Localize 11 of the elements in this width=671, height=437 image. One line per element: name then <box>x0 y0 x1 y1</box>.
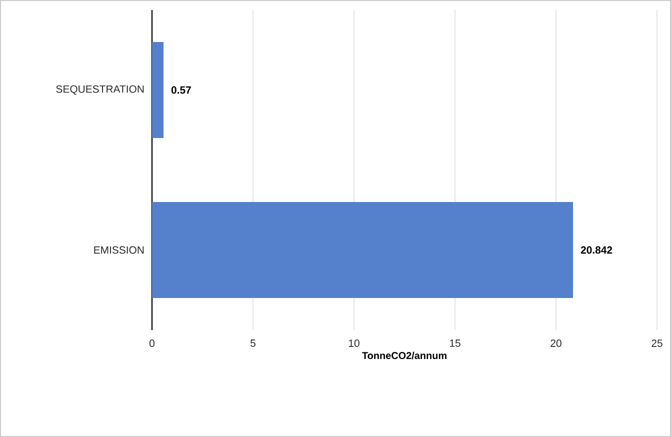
x-tick-label: 20 <box>550 340 562 347</box>
y-tick-label: EMISSION <box>94 246 144 254</box>
x-axis-title: TonneCO2/annum <box>362 352 446 360</box>
x-tick-label: 15 <box>450 340 460 347</box>
x-tick-label: 5 <box>250 340 256 347</box>
x-tick-label: 25 <box>652 340 662 347</box>
data-label: 20.842 <box>580 246 612 254</box>
x-tick-label: 10 <box>348 340 360 347</box>
y-tick-label: SEQUESTRATION <box>56 85 144 95</box>
data-label: 0.57 <box>171 86 191 94</box>
x-tick-label: 0 <box>150 340 154 347</box>
